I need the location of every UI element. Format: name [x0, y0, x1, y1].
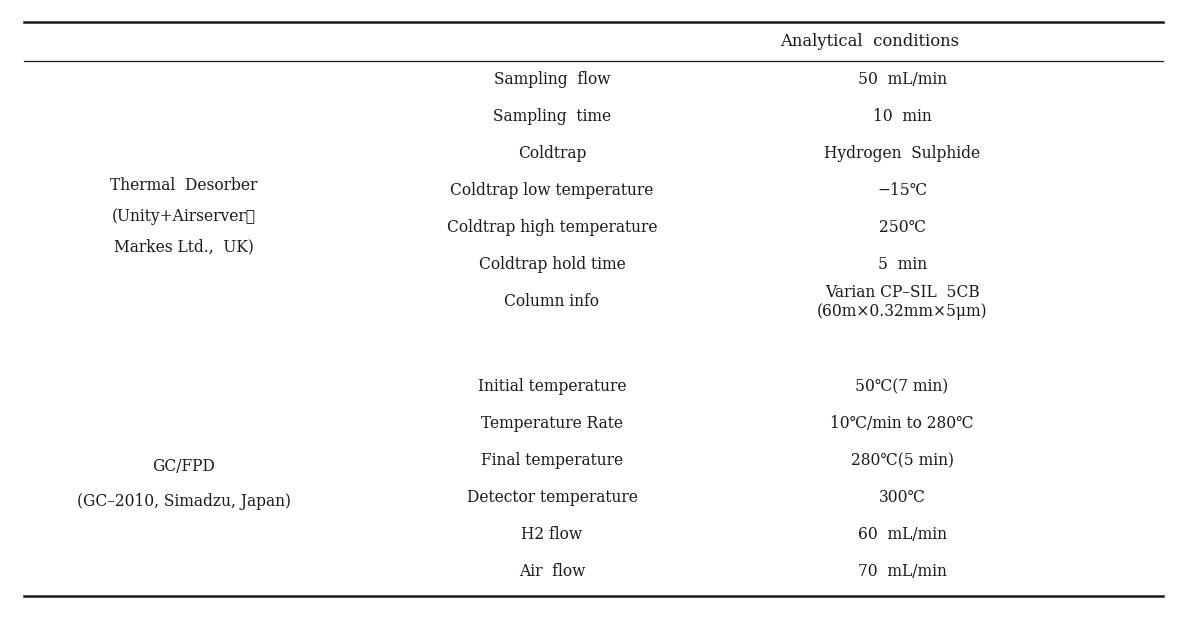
Text: GC/FPD: GC/FPD: [153, 458, 215, 475]
Text: Analytical  conditions: Analytical conditions: [780, 33, 959, 50]
Text: Temperature Rate: Temperature Rate: [481, 415, 623, 432]
Text: (GC–2010, Simadzu, Japan): (GC–2010, Simadzu, Japan): [77, 493, 291, 510]
Text: Initial temperature: Initial temperature: [477, 378, 627, 395]
Text: Hydrogen  Sulphide: Hydrogen Sulphide: [824, 145, 980, 162]
Text: Detector temperature: Detector temperature: [466, 489, 637, 506]
Text: (Unity+Airserver：: (Unity+Airserver：: [112, 208, 256, 225]
Text: Sampling  time: Sampling time: [493, 108, 611, 125]
Text: 10  min: 10 min: [872, 108, 932, 125]
Text: Thermal  Desorber: Thermal Desorber: [110, 177, 258, 195]
Text: 280℃(5 min): 280℃(5 min): [851, 452, 953, 469]
Text: −15℃: −15℃: [877, 182, 927, 199]
Text: 50℃(7 min): 50℃(7 min): [856, 378, 948, 395]
Text: 250℃: 250℃: [878, 219, 926, 236]
Text: Varian CP–SIL  5CB: Varian CP–SIL 5CB: [825, 284, 979, 300]
Text: Markes Ltd.,  UK): Markes Ltd., UK): [114, 239, 254, 256]
Text: Coldtrap: Coldtrap: [518, 145, 586, 162]
Text: 300℃: 300℃: [878, 489, 926, 506]
Text: Column info: Column info: [504, 293, 599, 310]
Text: Coldtrap hold time: Coldtrap hold time: [478, 256, 626, 273]
Text: (60m×0.32mm×5μm): (60m×0.32mm×5μm): [817, 303, 988, 320]
Text: 50  mL/min: 50 mL/min: [857, 71, 947, 88]
Text: Sampling  flow: Sampling flow: [494, 71, 610, 88]
Text: 60  mL/min: 60 mL/min: [858, 526, 946, 543]
Text: Coldtrap high temperature: Coldtrap high temperature: [446, 219, 658, 236]
Text: Air  flow: Air flow: [519, 563, 585, 580]
Text: Coldtrap low temperature: Coldtrap low temperature: [450, 182, 654, 199]
Text: H2 flow: H2 flow: [521, 526, 583, 543]
Text: 70  mL/min: 70 mL/min: [858, 563, 946, 580]
Text: 10℃/min to 280℃: 10℃/min to 280℃: [831, 415, 973, 432]
Text: 5  min: 5 min: [877, 256, 927, 273]
Text: Final temperature: Final temperature: [481, 452, 623, 469]
